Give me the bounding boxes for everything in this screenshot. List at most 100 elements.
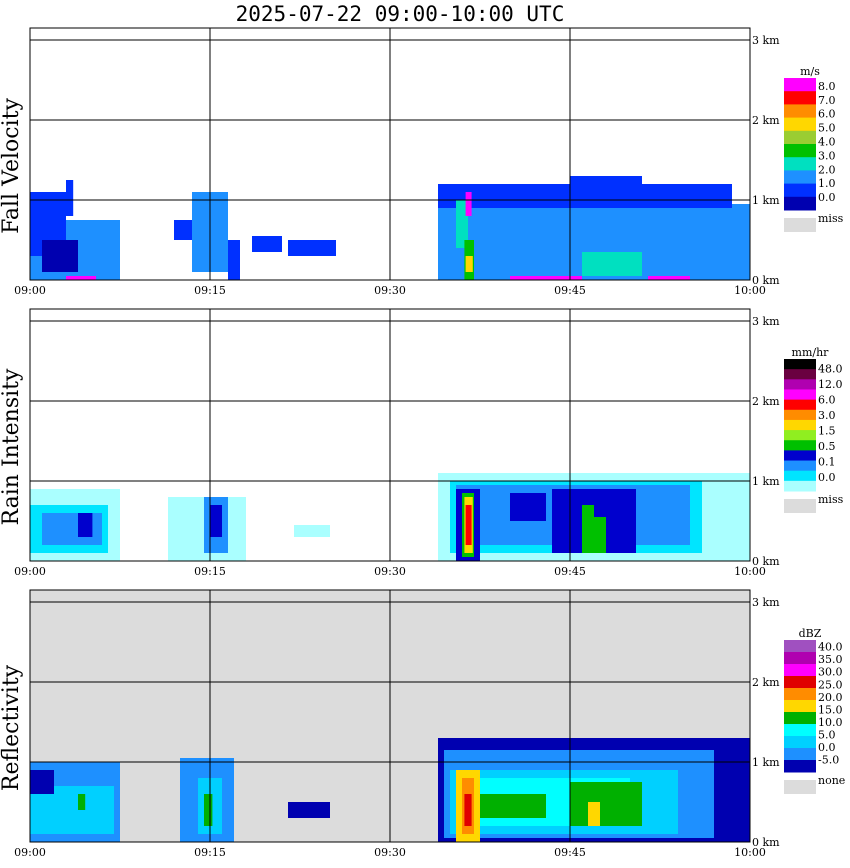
colorbar-swatch (784, 736, 816, 749)
data-cell (648, 276, 690, 280)
colorbar-unit: dBZ (799, 627, 822, 640)
x-tick-label: 09:45 (554, 846, 586, 859)
x-tick-label: 09:00 (14, 565, 46, 578)
data-cell (582, 505, 594, 553)
colorbar-swatch (784, 480, 816, 492)
colorbar-swatch (784, 399, 816, 411)
data-cell (582, 252, 642, 276)
data-cell (456, 200, 468, 248)
x-tick-label: 09:00 (14, 846, 46, 859)
y-tick-label: 3 km (752, 34, 780, 47)
y-tick-label: 0 km (752, 836, 780, 849)
data-cell (228, 240, 240, 280)
data-cell (42, 513, 102, 545)
colorbar-label: 12.0 (818, 378, 843, 391)
colorbar-swatch (784, 652, 816, 665)
colorbar-label: 3.0 (818, 409, 836, 422)
colorbar-label: 40.0 (818, 641, 843, 654)
colorbar-label: 10.0 (818, 716, 843, 729)
colorbar-label: 3.0 (818, 149, 836, 162)
colorbar-swatch (784, 183, 816, 198)
colorbar-label: 2.0 (818, 163, 836, 176)
data-cell (288, 802, 330, 818)
colorbar-missing-label: none (818, 774, 845, 787)
y-tick-label: 0 km (752, 274, 780, 287)
colorbar-swatch (784, 748, 816, 761)
colorbar-unit: m/s (800, 65, 820, 78)
colorbar-swatch (784, 130, 816, 145)
data-cell (464, 794, 472, 826)
colorbar-swatch (784, 117, 816, 132)
y-axis-label: Fall Velocity (0, 98, 24, 234)
data-cell (210, 505, 222, 537)
colorbar-label: 35.0 (818, 653, 843, 666)
colorbar-label: 4.0 (818, 135, 836, 148)
y-tick-label: 2 km (752, 114, 780, 127)
data-cell (66, 180, 74, 216)
colorbar-label: 20.0 (818, 691, 843, 704)
colorbar-swatch (784, 91, 816, 105)
data-cell (288, 240, 336, 256)
colorbar-label: 1.0 (818, 177, 836, 190)
colorbar-missing-swatch (784, 218, 816, 232)
x-tick-label: 10:00 (734, 846, 766, 859)
colorbar-missing-swatch (784, 780, 816, 794)
data-cell (465, 192, 472, 216)
colorbar-label: 0.0 (818, 741, 836, 754)
x-tick-label: 09:15 (194, 846, 226, 859)
x-tick-label: 10:00 (734, 565, 766, 578)
y-axis-label: Reflectivity (0, 664, 24, 791)
colorbar-swatch (784, 724, 816, 737)
x-tick-label: 09:30 (374, 565, 406, 578)
data-cell (42, 240, 78, 272)
panel-frame (29, 589, 751, 843)
x-tick-label: 09:30 (374, 846, 406, 859)
colorbar-label: 0.1 (818, 456, 836, 469)
colorbar-swatch (784, 470, 816, 482)
data-cell (570, 782, 642, 826)
data-cell (252, 236, 282, 252)
x-tick-label: 09:15 (194, 565, 226, 578)
panel-frame (29, 27, 751, 281)
colorbar-swatch (784, 440, 816, 451)
data-cell (465, 505, 472, 545)
colorbar-label: 8.0 (818, 80, 836, 93)
colorbar-swatch (784, 712, 816, 725)
colorbar-label: 6.0 (818, 394, 836, 407)
colorbar-missing-label: miss (818, 212, 844, 225)
colorbar-swatch (784, 688, 816, 701)
colorbar-swatch (784, 157, 816, 171)
colorbar-swatch (784, 144, 816, 158)
y-tick-label: 3 km (752, 596, 780, 609)
colorbar-label: 5.0 (818, 122, 836, 135)
data-cell (474, 794, 546, 818)
y-tick-label: 2 km (752, 676, 780, 689)
data-cell (510, 276, 582, 280)
y-axis-label: Rain Intensity (0, 368, 24, 525)
y-tick-label: 1 km (752, 756, 780, 769)
data-cell (465, 256, 473, 272)
data-cell (30, 770, 54, 794)
colorbar-swatch (784, 379, 816, 390)
colorbar-label: 30.0 (818, 666, 843, 679)
colorbar-label: 48.0 (818, 363, 843, 376)
colorbar-missing-label: miss (818, 493, 844, 506)
colorbar-swatch (784, 640, 816, 653)
y-tick-label: 2 km (752, 395, 780, 408)
colorbar-swatch (784, 430, 816, 441)
colorbar-swatch (784, 419, 816, 431)
x-tick-label: 09:00 (14, 284, 46, 297)
colorbar-swatch (784, 460, 816, 472)
x-tick-label: 09:45 (554, 565, 586, 578)
colorbar-missing-swatch (784, 499, 816, 513)
data-cell (588, 802, 600, 826)
colorbar-label: 5.0 (818, 729, 836, 742)
y-tick-label: 3 km (752, 315, 780, 328)
data-cell (510, 493, 546, 521)
colorbar-swatch (784, 359, 816, 370)
data-cell (204, 794, 213, 826)
colorbar-label: 6.0 (818, 108, 836, 121)
colorbar-swatch (784, 664, 816, 677)
colorbar-swatch (784, 78, 816, 92)
